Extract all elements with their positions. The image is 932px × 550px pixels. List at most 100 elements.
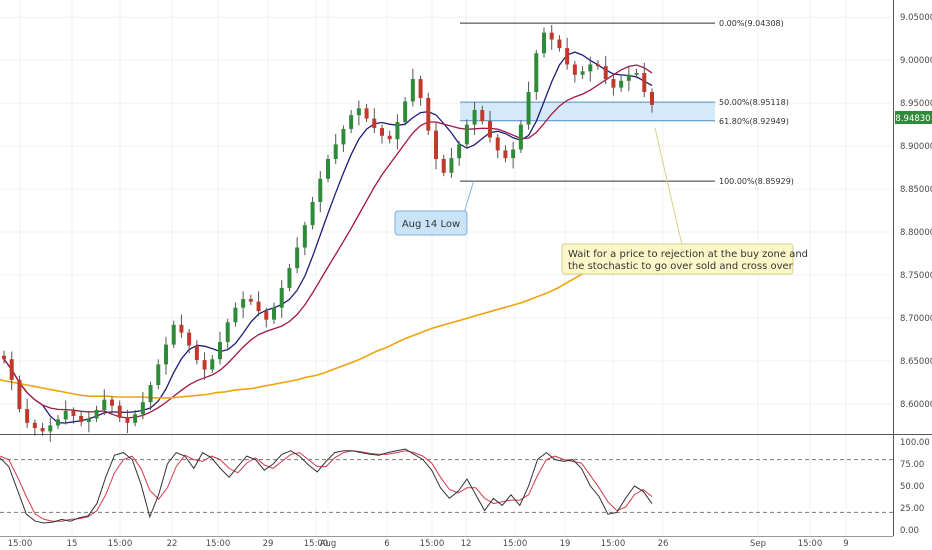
candle-down	[40, 427, 45, 432]
candle-up	[156, 364, 161, 386]
candle-down	[611, 79, 616, 88]
candle-down	[364, 108, 369, 119]
candle-down	[25, 409, 30, 423]
candle-down	[71, 410, 76, 416]
candle-down	[110, 399, 114, 406]
candle-up	[310, 201, 315, 226]
annotation-strategy-note[interactable]: Wait for a price to rejection at the buy…	[561, 127, 808, 275]
candle-up	[619, 80, 624, 88]
candle-up	[318, 178, 323, 202]
x-tick-label: 26	[658, 539, 669, 549]
candle-up	[511, 149, 516, 159]
candle-down	[434, 130, 438, 159]
candle-down	[187, 332, 192, 346]
candle-down	[202, 360, 207, 370]
candle-up	[472, 110, 477, 125]
candle-down	[32, 422, 37, 428]
candle-up	[333, 144, 338, 159]
candle-up	[295, 247, 300, 269]
candle-up	[48, 425, 53, 432]
candle-down	[480, 110, 485, 122]
candle-up	[395, 122, 400, 140]
candles	[2, 24, 654, 442]
callout-pointer	[463, 179, 475, 214]
candle-up	[449, 158, 454, 173]
candle-up	[164, 344, 168, 365]
last-price-box	[895, 111, 932, 124]
annotation-aug14-low[interactable]: Aug 14 Low	[394, 179, 475, 236]
y-tick-label: 8.65000	[900, 357, 932, 367]
candle-up	[56, 419, 60, 426]
x-tick-label: 15:00	[108, 539, 133, 549]
x-tick-label: 19	[560, 539, 571, 549]
x-tick-label: Aug	[320, 539, 337, 549]
candle-down	[9, 359, 14, 380]
candle-down	[488, 121, 492, 138]
fib-label: 100.00%(8.85929)	[719, 177, 794, 186]
x-tick-label: 15	[67, 539, 78, 549]
annotation-aug14-text: Aug 14 Low	[402, 219, 460, 230]
candle-up	[542, 32, 546, 54]
x-tick-label: 15:00	[8, 539, 33, 549]
candle-down	[495, 137, 500, 151]
candle-down	[387, 135, 392, 140]
candle-up	[341, 128, 346, 145]
candle-up	[464, 124, 469, 145]
candle-up	[403, 101, 408, 123]
y-tick-label: 9.05000	[900, 13, 932, 23]
fib-label: 50.00%(8.95118)	[719, 98, 789, 107]
candle-up	[218, 342, 222, 360]
candle-up	[349, 115, 354, 129]
x-tick-label: 15:00	[503, 539, 528, 549]
fib-label: 61.80%(8.92949)	[719, 117, 789, 126]
y-tick-label: 8.75000	[900, 271, 932, 281]
candle-up	[588, 64, 593, 72]
candle-down	[264, 311, 269, 320]
candle-up	[133, 414, 138, 423]
candle-up	[148, 385, 153, 403]
candle-down	[179, 324, 184, 333]
candle-up	[518, 124, 523, 150]
y-tick-label: 8.60000	[900, 400, 932, 410]
candle-up	[241, 299, 246, 308]
x-tick-label: 15:00	[304, 539, 329, 549]
candle-down	[125, 417, 130, 423]
x-tick-label: 15:00	[798, 539, 823, 549]
candle-down	[17, 379, 22, 410]
x-tick-label: 12	[461, 539, 472, 549]
candle-up	[272, 307, 276, 320]
stoch-tick-label: 75.00	[900, 460, 924, 470]
stoch-tick-label: 0.00	[900, 526, 919, 536]
stoch-d-line	[0, 450, 653, 522]
stochastic-oscillator: 100.00 75.00 50.00 25.00 0.00	[0, 438, 930, 536]
candle-up	[171, 324, 176, 345]
candle-up	[94, 409, 99, 419]
y-tick-label: 8.95000	[900, 99, 932, 109]
y-tick-label: 9.00000	[900, 56, 932, 66]
y-tick-label: 8.90000	[900, 142, 932, 152]
candle-down	[441, 158, 446, 173]
stoch-tick-label: 100.00	[900, 438, 930, 448]
candle-down	[79, 415, 84, 422]
candle-down	[572, 64, 577, 75]
candle-up	[580, 71, 585, 75]
candle-down	[194, 345, 199, 361]
candle-up	[526, 91, 531, 125]
candle-up	[86, 418, 91, 422]
candle-down	[117, 405, 122, 418]
candle-up	[534, 53, 539, 92]
candle-down	[650, 91, 654, 105]
x-tick-label: 22	[167, 539, 178, 549]
candle-up	[140, 402, 145, 415]
callout-box	[394, 210, 468, 236]
y-tick-label: 8.70000	[900, 314, 932, 324]
last-price-tag: 8.94830	[895, 111, 932, 124]
callout-box	[561, 243, 794, 275]
candle-up	[233, 307, 238, 323]
stoch-k-line	[0, 448, 653, 524]
candle-down	[256, 301, 261, 312]
x-tick-label: 15:00	[420, 539, 445, 549]
candle-up	[410, 79, 415, 102]
candle-down	[248, 299, 253, 302]
